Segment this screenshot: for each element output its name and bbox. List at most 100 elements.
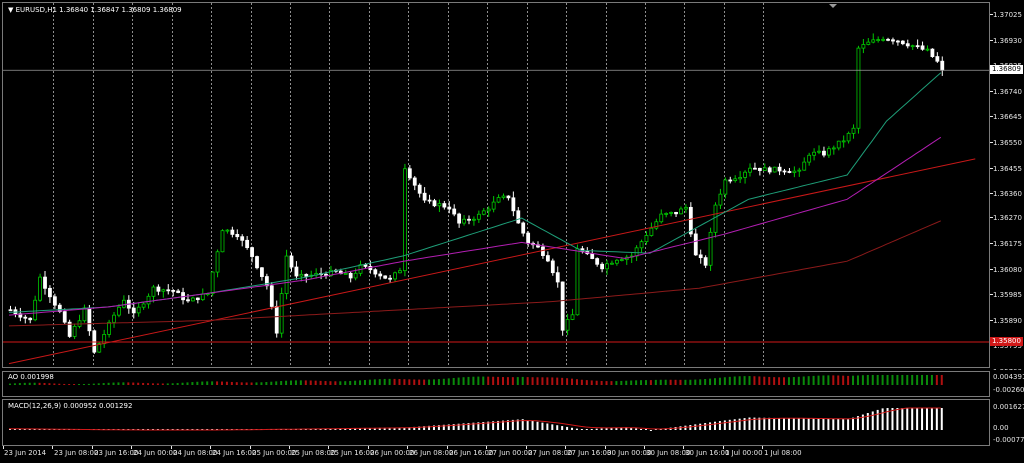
ao-bar: [625, 380, 628, 385]
ao-bar: [753, 376, 756, 385]
candle-body: [723, 179, 728, 195]
ao-bar: [866, 375, 869, 385]
macd-bar: [689, 425, 692, 430]
candle: [260, 267, 264, 281]
candle-body: [496, 197, 501, 203]
macd-bar: [585, 429, 588, 430]
ao-bar: [393, 378, 396, 385]
candle: [693, 228, 698, 256]
macd-bar: [142, 429, 145, 430]
candle-body: [679, 208, 683, 215]
ao-bar: [304, 380, 307, 385]
ao-bar: [156, 383, 159, 385]
candle-body: [856, 47, 861, 129]
candle-body: [289, 255, 294, 268]
candle-body: [738, 177, 743, 180]
ao-bar: [802, 376, 805, 385]
macd-bar: [753, 417, 756, 430]
price-scale[interactable]: 1.370251.369301.368351.367401.366451.365…: [990, 0, 1024, 376]
trendline: [8, 158, 976, 365]
macd-bar: [354, 428, 357, 430]
ao-panel[interactable]: AO 0.001998: [2, 371, 990, 397]
candle: [457, 212, 462, 228]
time-tick-mark: [289, 446, 290, 449]
ao-bar: [13, 383, 16, 385]
ao-bar: [773, 377, 776, 385]
candle-body: [713, 204, 718, 233]
main-chart-panel[interactable]: ▼ EURUSD,H1 1.36840 1.36847 1.36809 1.36…: [2, 2, 990, 368]
candle-body: [378, 273, 383, 277]
ao-bar: [832, 375, 835, 385]
ao-bar: [58, 383, 61, 385]
macd-bar: [783, 418, 786, 430]
candle-body: [398, 270, 402, 274]
candle: [861, 39, 866, 54]
price-tick-mark: [990, 39, 993, 41]
ao-bar: [388, 378, 391, 385]
candle-body: [343, 272, 348, 275]
ao-bar: [196, 381, 199, 385]
ao-bar: [73, 384, 76, 385]
candle: [797, 167, 802, 177]
candle-body: [260, 267, 264, 277]
candle-body: [176, 290, 181, 293]
candle-body: [225, 229, 230, 232]
candle: [733, 175, 738, 183]
ao-bar: [122, 382, 125, 385]
ao-bar: [452, 377, 455, 385]
candle-body: [23, 316, 28, 319]
candle: [28, 317, 33, 324]
candle: [812, 148, 816, 161]
candle-body: [92, 330, 97, 353]
candle: [925, 45, 930, 52]
ao-bar: [502, 377, 504, 385]
candle: [713, 202, 718, 238]
candle: [851, 124, 856, 139]
candle-body: [925, 48, 930, 51]
macd-bar: [339, 428, 342, 430]
candle-body: [33, 299, 38, 321]
macd-histogram[interactable]: [3, 400, 989, 445]
ao-bar: [378, 379, 381, 385]
price-chart[interactable]: [3, 3, 989, 367]
price-tick-mark: [990, 14, 993, 16]
ao-histogram[interactable]: [3, 372, 989, 396]
ao-bar: [506, 377, 509, 385]
dropdown-icon[interactable]: ▼: [8, 6, 14, 14]
macd-bar: [38, 429, 41, 430]
ao-bar: [48, 383, 51, 385]
candle-body: [733, 178, 738, 182]
macd-bar: [324, 428, 327, 430]
time-axis-label: 27 Jun 00:00: [488, 449, 533, 457]
ao-bar: [437, 379, 440, 385]
macd-bar: [718, 421, 721, 430]
ao-bar: [797, 376, 800, 385]
ao-bar: [339, 381, 342, 385]
macd-bar: [383, 427, 386, 430]
symbol-header: ▼ EURUSD,H1 1.36840 1.36847 1.36809 1.36…: [8, 6, 182, 15]
candle-body: [82, 307, 87, 322]
indicator-scale-label: 0.001627: [993, 403, 1024, 411]
candle-body: [166, 289, 171, 292]
candle-body: [614, 259, 619, 264]
candle: [792, 166, 797, 178]
candle: [250, 246, 254, 263]
candle: [299, 270, 304, 282]
candle: [610, 260, 614, 265]
candle-body: [156, 286, 161, 292]
candle: [417, 183, 422, 198]
candle-body: [112, 314, 116, 323]
candle: [802, 157, 807, 171]
time-axis-label: 23 Jun 08:00: [54, 449, 99, 457]
candle-body: [447, 206, 452, 210]
macd-panel[interactable]: MACD(12,26,9) 0.000952 0.001292: [2, 399, 990, 446]
candle-body: [230, 229, 235, 235]
candle-body: [72, 325, 77, 337]
candle-body: [684, 206, 688, 210]
macd-bar: [575, 428, 578, 430]
candle: [156, 284, 161, 296]
ao-bar: [837, 375, 840, 385]
candle: [87, 304, 92, 336]
candle-body: [521, 222, 526, 234]
